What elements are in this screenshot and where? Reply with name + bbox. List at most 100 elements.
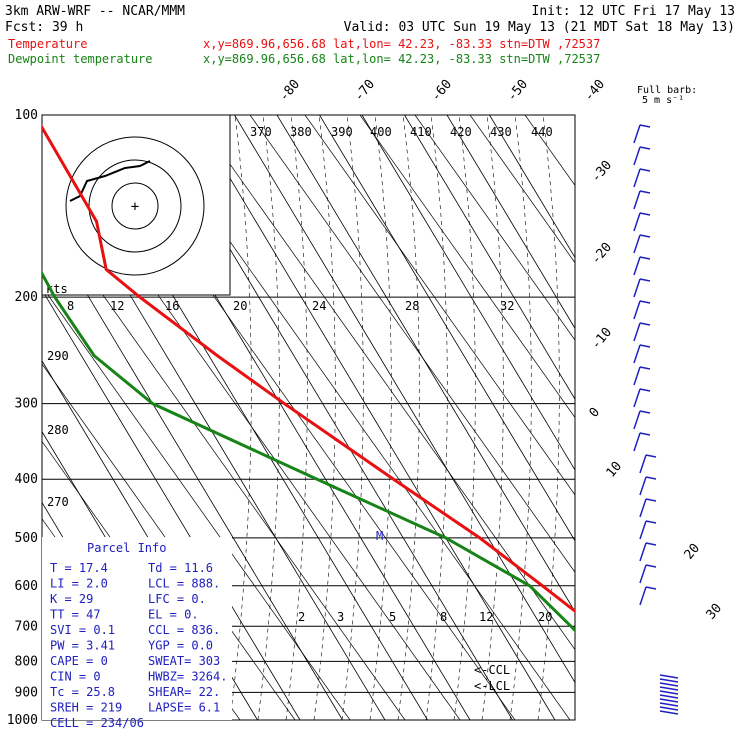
forecast-hour: Fcst: 39 h [5,20,83,35]
full-barb-label: Full barb: [637,85,697,96]
theta-label: 400 [370,125,392,139]
parcel-info-background [42,537,232,720]
pressure-label: 500 [15,531,38,546]
moist-adiabat-line [425,115,448,720]
parcel-value: SVI = 0.1 [50,623,115,637]
isotherm-line [276,115,575,613]
wind-barb-flag [639,432,651,436]
isotherm-label: 20 [682,541,704,563]
wind-barb [633,168,641,188]
moist-adiabat-line [341,115,364,720]
pressure-label: 200 [15,290,38,305]
wind-barb [639,476,647,496]
wind-barb-flag [645,476,657,480]
dry-adiabat-line [414,115,575,341]
wind-barb [633,278,641,298]
hodograph-ring-outer [65,136,205,276]
parcel-value: Tc = 25.8 [50,685,115,699]
dry-adiabat-line [304,115,575,496]
isotherm-line [446,115,575,330]
parcel-value: T = 17.4 [50,561,108,575]
theta-label: 280 [47,423,69,437]
isotherm-line [489,115,575,259]
wind-barb-flag [639,278,651,282]
dewpoint-location: x,y=869.96,656.68 lat,lon= 42.23, -83.33… [203,52,600,66]
theta-label: 270 [47,495,69,509]
parcel-value: SREH = 219 [50,701,122,715]
theta-label: 290 [47,349,69,363]
wind-barb [639,498,647,518]
wind-barb-flag [645,586,657,590]
moist-adiabat-line [481,115,504,720]
wind-barb-flag [639,344,651,348]
parcel-value: Td = 11.6 [148,561,213,575]
wind-barb [659,686,679,691]
parcel-info-title: Parcel Info [87,541,166,555]
wind-barb [659,706,679,711]
init-time: Init: 12 UTC Fri 17 May 13 [532,4,736,19]
pressure-label: 1000 [7,713,38,728]
parcel-value: LAPSE= 6.1 [148,701,220,715]
isotherm-label: -70 [352,77,379,105]
mixing-ratio-label: 3 [337,610,344,624]
parcel-value: SHEAR= 22. [148,685,220,699]
hodograph-speed-label: 12 [110,299,124,313]
dry-adiabat-line [249,115,575,573]
wind-barb [633,190,641,210]
parcel-value: CAPE = 0 [50,654,108,668]
dry-adiabat-line [580,115,740,720]
hodograph-speed-label: 8 [67,299,74,313]
temperature-legend: Temperature [8,37,87,51]
theta-label: 420 [450,125,472,139]
theta-label: 430 [490,125,512,139]
wind-barb [633,256,641,276]
wind-barb [639,454,647,474]
moist-adiabat-line [509,115,532,720]
isotherm-label: -10 [589,325,616,353]
wind-barb-flag [639,168,651,172]
theta-label: 410 [410,125,432,139]
moist-adiabat-line [257,115,280,720]
mixing-ratio-label: 12 [479,610,493,624]
isotherm-label: -40 [582,77,609,105]
wind-barb [659,678,679,683]
pressure-label: 800 [15,654,38,669]
wind-barb-flag [639,256,651,260]
moist-adiabat-line [453,115,476,720]
hodograph: + [41,114,231,296]
moist-adiabat-line [229,115,252,720]
dry-adiabat-line [359,115,575,419]
dewpoint-legend: Dewpoint temperature [8,52,153,66]
parcel-value: K = 29 [50,592,93,606]
theta-label: 380 [290,125,312,139]
wind-barb [633,366,641,386]
moist-adiabat-line [397,115,420,720]
hodograph-speed-label: 16 [165,299,179,313]
hodograph-speed-label: 20 [233,299,247,313]
dry-adiabat-line [42,286,351,720]
parcel-value: CIN = 0 [50,670,101,684]
hodograph-trace [69,160,151,202]
overlay-labels: -80 -70 -60 -50 -40 -30 -20 -10 0 10 20 30 370 380 390… [46,77,725,693]
wind-barb [633,344,641,364]
dry-adiabat-line [635,115,740,720]
wind-barb-flag [639,366,651,370]
hodograph-frame [41,114,231,296]
wind-barb [639,564,647,584]
pressure-label: 700 [15,619,38,634]
wind-barb [633,124,641,144]
wind-barb-flag [639,234,651,238]
hodograph-speed-label: 24 [312,299,326,313]
wind-barbs [633,124,679,715]
wind-barb-flag [639,190,651,194]
moist-adiabat-line [537,115,560,720]
parcel-value: TT = 47 [50,608,101,622]
dewpoint-profile [42,270,575,633]
full-barb-value: 5 m s⁻¹ [642,95,684,106]
moist-adiabat-line [313,115,336,720]
m-marker: M [376,529,383,543]
wind-barb [633,146,641,166]
wind-barb [659,674,679,679]
dry-adiabat-line [690,115,740,720]
